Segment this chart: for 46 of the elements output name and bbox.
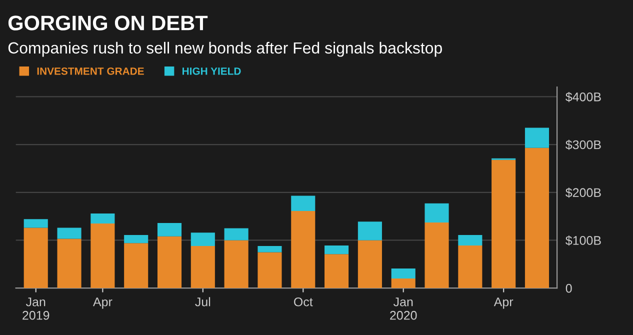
x-tick-label: Oct xyxy=(294,297,313,306)
bar xyxy=(524,128,550,148)
y-tick-label: 0 xyxy=(566,284,572,293)
bar xyxy=(24,219,48,228)
bar xyxy=(157,223,182,236)
chart-title: GORGING ON DEBT xyxy=(8,16,208,30)
legend-label: HIGH YIELD xyxy=(182,67,241,75)
x-tick-label: Jul xyxy=(195,297,210,306)
bar xyxy=(24,228,48,288)
bar xyxy=(458,234,482,246)
bar xyxy=(190,246,215,288)
x-tick-label: Apr xyxy=(92,298,112,309)
y-tick-label: $100B xyxy=(566,236,601,246)
bar xyxy=(324,254,349,288)
y-tick-label: $400B xyxy=(566,92,601,102)
bar xyxy=(57,238,82,288)
bar xyxy=(90,213,115,224)
bar xyxy=(391,268,416,279)
bar xyxy=(524,148,550,288)
y-tick-label: $200B xyxy=(566,188,601,198)
bar xyxy=(258,246,282,252)
bar xyxy=(157,236,182,288)
bar xyxy=(258,252,282,288)
bar xyxy=(291,196,316,212)
bar xyxy=(458,246,482,288)
bar xyxy=(391,278,416,288)
bar xyxy=(224,240,248,288)
bar xyxy=(224,228,248,240)
bar xyxy=(358,240,382,288)
bar xyxy=(358,222,382,240)
x-tick-label: Apr xyxy=(494,298,514,309)
chart-subtitle: Companies rush to sell new bonds after Fed signals backstop xyxy=(8,42,442,57)
bar xyxy=(291,211,316,288)
bar xyxy=(124,243,148,288)
bar xyxy=(190,232,215,246)
legend-label: INVESTMENT GRADE xyxy=(37,67,144,75)
bar xyxy=(492,160,516,288)
bar xyxy=(90,223,115,288)
x-tick-label: Jan 2019 xyxy=(22,298,50,320)
bar xyxy=(124,234,148,244)
bar xyxy=(424,222,449,288)
bar xyxy=(324,246,349,254)
bar xyxy=(57,228,82,239)
x-tick-label: Jan 2020 xyxy=(390,298,417,320)
bar xyxy=(424,203,449,223)
y-tick-label: $300B xyxy=(566,140,601,150)
